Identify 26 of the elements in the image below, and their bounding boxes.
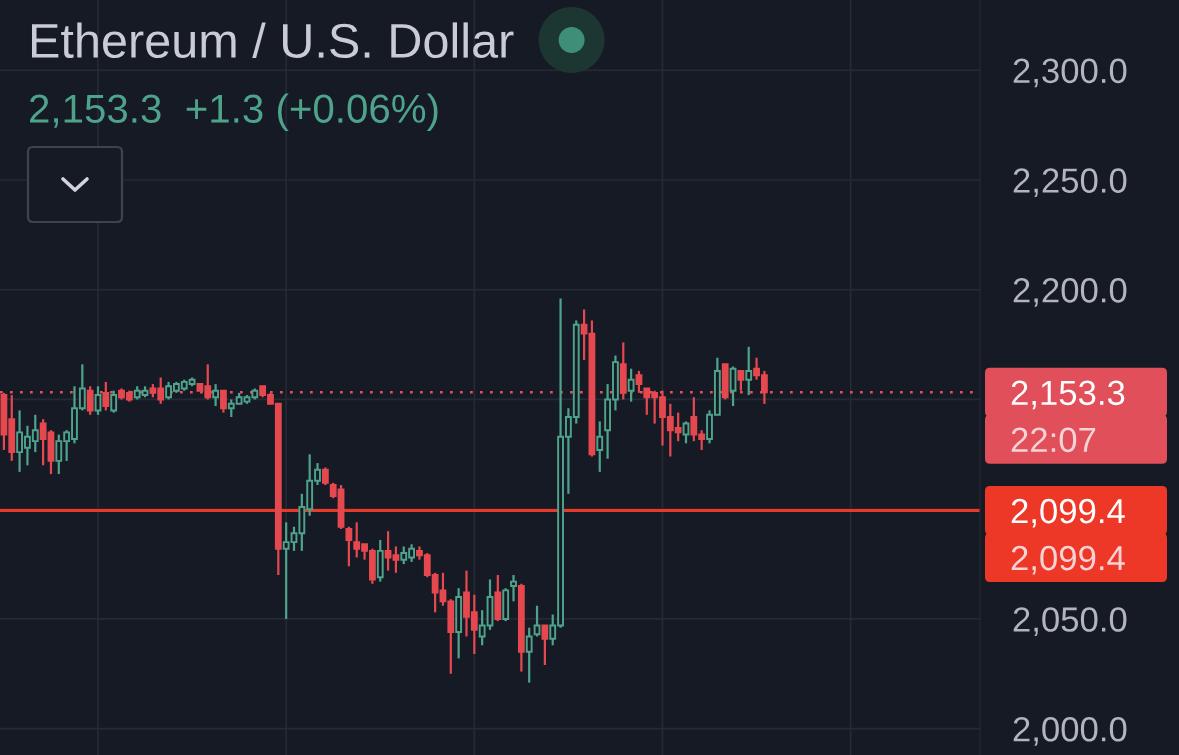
text: 22:07 bbox=[1011, 427, 1096, 453]
ref-line-label: 2,099.4 bbox=[1011, 498, 1125, 528]
candlestick bbox=[729, 365, 737, 408]
y-tick-label: 2,250.0 bbox=[1013, 168, 1127, 197]
text: 2,153.3 +1.3 (+0.06%) bbox=[30, 93, 438, 131]
candlestick bbox=[745, 345, 753, 397]
candlestick bbox=[525, 626, 533, 684]
y-tick-label: 2,050.0 bbox=[1013, 607, 1127, 636]
candlestick bbox=[212, 382, 219, 408]
y-tick-label: 2,200.0 bbox=[1013, 278, 1127, 307]
chart-title: Ethereum / U.S. Dollar bbox=[31, 22, 514, 59]
candlestick bbox=[392, 545, 400, 574]
candlestick bbox=[86, 385, 94, 416]
y-tick-label: 2,300.0 bbox=[1013, 58, 1127, 88]
candlestick bbox=[220, 389, 227, 414]
candlestick bbox=[110, 389, 118, 414]
candlestick bbox=[510, 573, 517, 603]
candlestick bbox=[541, 624, 549, 667]
candlestick bbox=[682, 420, 690, 445]
candlestick bbox=[627, 367, 635, 403]
text: 2,099.4 bbox=[1011, 545, 1125, 575]
y-tick-label: 2,000.0 bbox=[1013, 717, 1127, 746]
ref-line-label: 2,153.3 bbox=[1011, 380, 1125, 410]
candlestick bbox=[580, 308, 588, 362]
candlestick bbox=[345, 525, 353, 568]
candlestick bbox=[596, 420, 604, 473]
